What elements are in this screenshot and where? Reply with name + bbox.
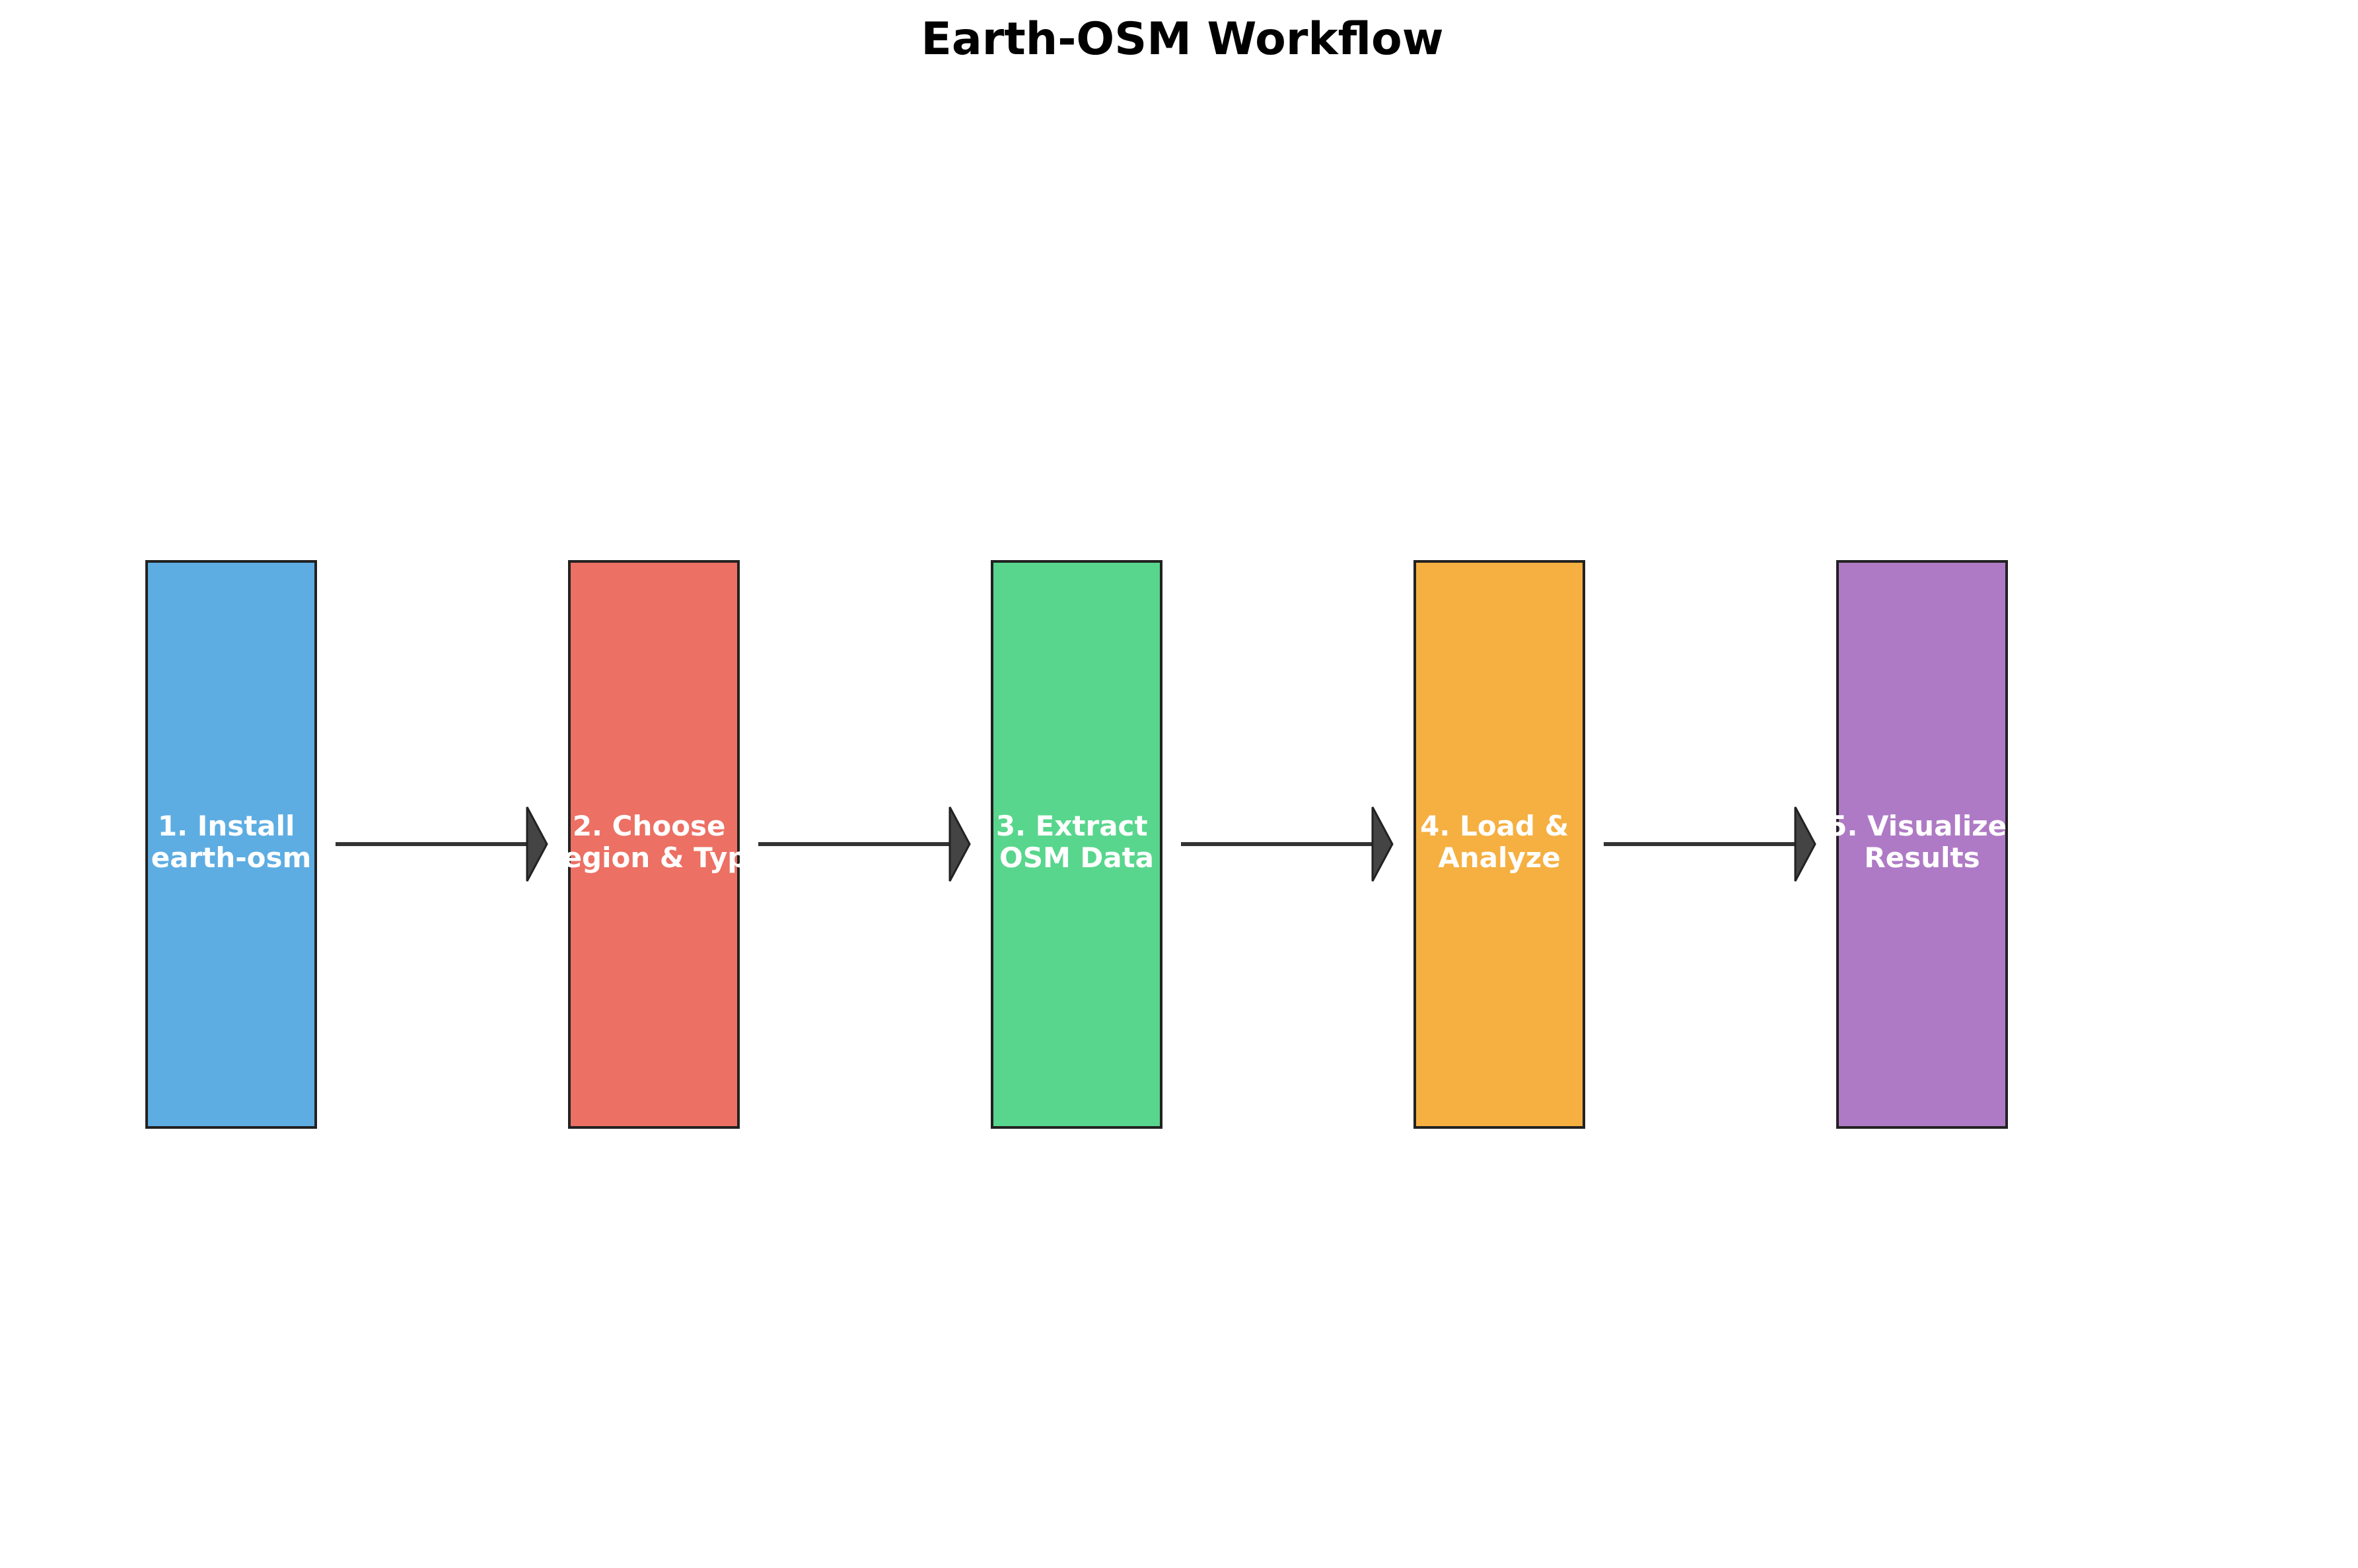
step-1: 1. Install earth-osm — [145, 560, 317, 1129]
arrow-2-head-icon — [948, 806, 971, 882]
step-1-label-line2: earth-osm — [151, 841, 312, 874]
step-1-box — [145, 560, 317, 1129]
step-2: 2. Choose Region & Type — [542, 560, 766, 1129]
step-3-box — [991, 560, 1162, 1129]
step-2-box — [568, 560, 740, 1129]
step-2-label: 2. Choose Region & Type — [542, 810, 766, 874]
arrow-3-head-icon — [1371, 806, 1394, 882]
step-1-label: 1. Install earth-osm — [151, 810, 312, 874]
step-1-label-line1: 1. Install — [158, 810, 295, 842]
step-5: 5. Visualize Results — [1828, 560, 2017, 1129]
step-4: 4. Load & Analyze — [1413, 560, 1585, 1129]
step-4-label-line2: Analyze — [1438, 841, 1560, 874]
arrow-4-head-icon — [1794, 806, 1816, 882]
step-3-label-line1: 3. Extract — [996, 810, 1148, 842]
arrow-2-to-3 — [758, 806, 971, 882]
step-4-label-line1: 4. Load & — [1420, 810, 1569, 842]
step-2-label-line1: 2. Choose — [573, 810, 726, 842]
step-5-label-line2: Results — [1864, 841, 1980, 874]
arrow-1-to-2 — [336, 806, 548, 882]
step-2-label-line2: Region & Type — [542, 841, 766, 874]
step-3-label: 3. Extract OSM Data — [996, 810, 1157, 874]
diagram-title: Earth-OSM Workflow — [921, 13, 1443, 65]
step-5-label: 5. Visualize Results — [1828, 810, 2017, 874]
step-4-box — [1413, 560, 1585, 1129]
step-3: 3. Extract OSM Data — [991, 560, 1162, 1129]
step-5-box — [1836, 560, 2008, 1129]
arrow-3-to-4 — [1181, 806, 1394, 882]
arrow-4-to-5 — [1604, 806, 1816, 882]
step-3-label-line2: OSM Data — [999, 841, 1154, 874]
step-4-label: 4. Load & Analyze — [1420, 810, 1579, 874]
arrow-1-head-icon — [526, 806, 548, 882]
step-5-label-line1: 5. Visualize — [1828, 810, 2007, 842]
